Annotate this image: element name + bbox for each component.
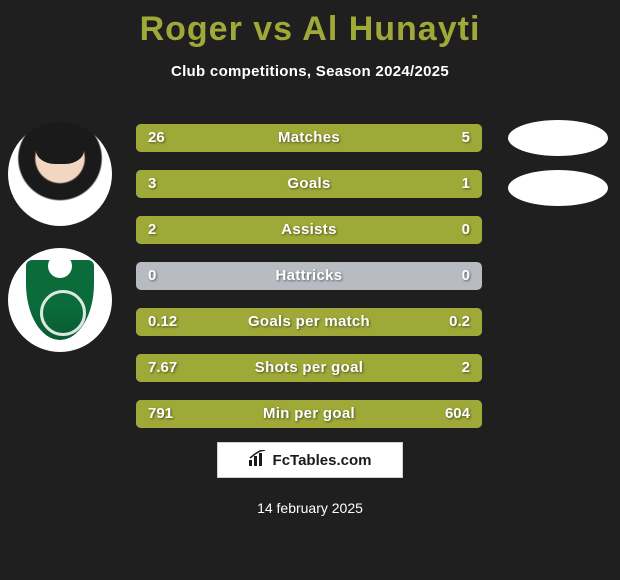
stat-label: Hattricks [136, 262, 482, 290]
club-shield-icon [26, 260, 94, 340]
stat-row: 265Matches [136, 124, 482, 152]
stat-label: Min per goal [136, 400, 482, 428]
stat-label: Matches [136, 124, 482, 152]
fctables-logo: FcTables.com [217, 442, 403, 478]
stat-row: 00Hattricks [136, 262, 482, 290]
date-text: 14 february 2025 [0, 500, 620, 516]
team1-blank-oval [508, 120, 608, 156]
logo-text: FcTables.com [273, 452, 372, 469]
stat-row: 31Goals [136, 170, 482, 198]
stats-chart: 265Matches 31Goals 20Assists 00Hattricks 0.1… [136, 124, 482, 446]
stat-label: Goals [136, 170, 482, 198]
logo-icon [249, 450, 267, 471]
player2-avatar [8, 248, 112, 352]
stat-row: 20Assists [136, 216, 482, 244]
avatar-column [8, 122, 112, 374]
right-ovals [508, 120, 608, 220]
subtitle: Club competitions, Season 2024/2025 [0, 63, 620, 80]
page-title: Roger vs Al Hunayti [0, 0, 620, 49]
stat-label: Shots per goal [136, 354, 482, 382]
stat-label: Assists [136, 216, 482, 244]
stat-row: 0.120.2Goals per match [136, 308, 482, 336]
team2-blank-oval [508, 170, 608, 206]
stat-row: 7.672Shots per goal [136, 354, 482, 382]
stat-label: Goals per match [136, 308, 482, 336]
player1-avatar [8, 122, 112, 226]
stat-row: 791604Min per goal [136, 400, 482, 428]
